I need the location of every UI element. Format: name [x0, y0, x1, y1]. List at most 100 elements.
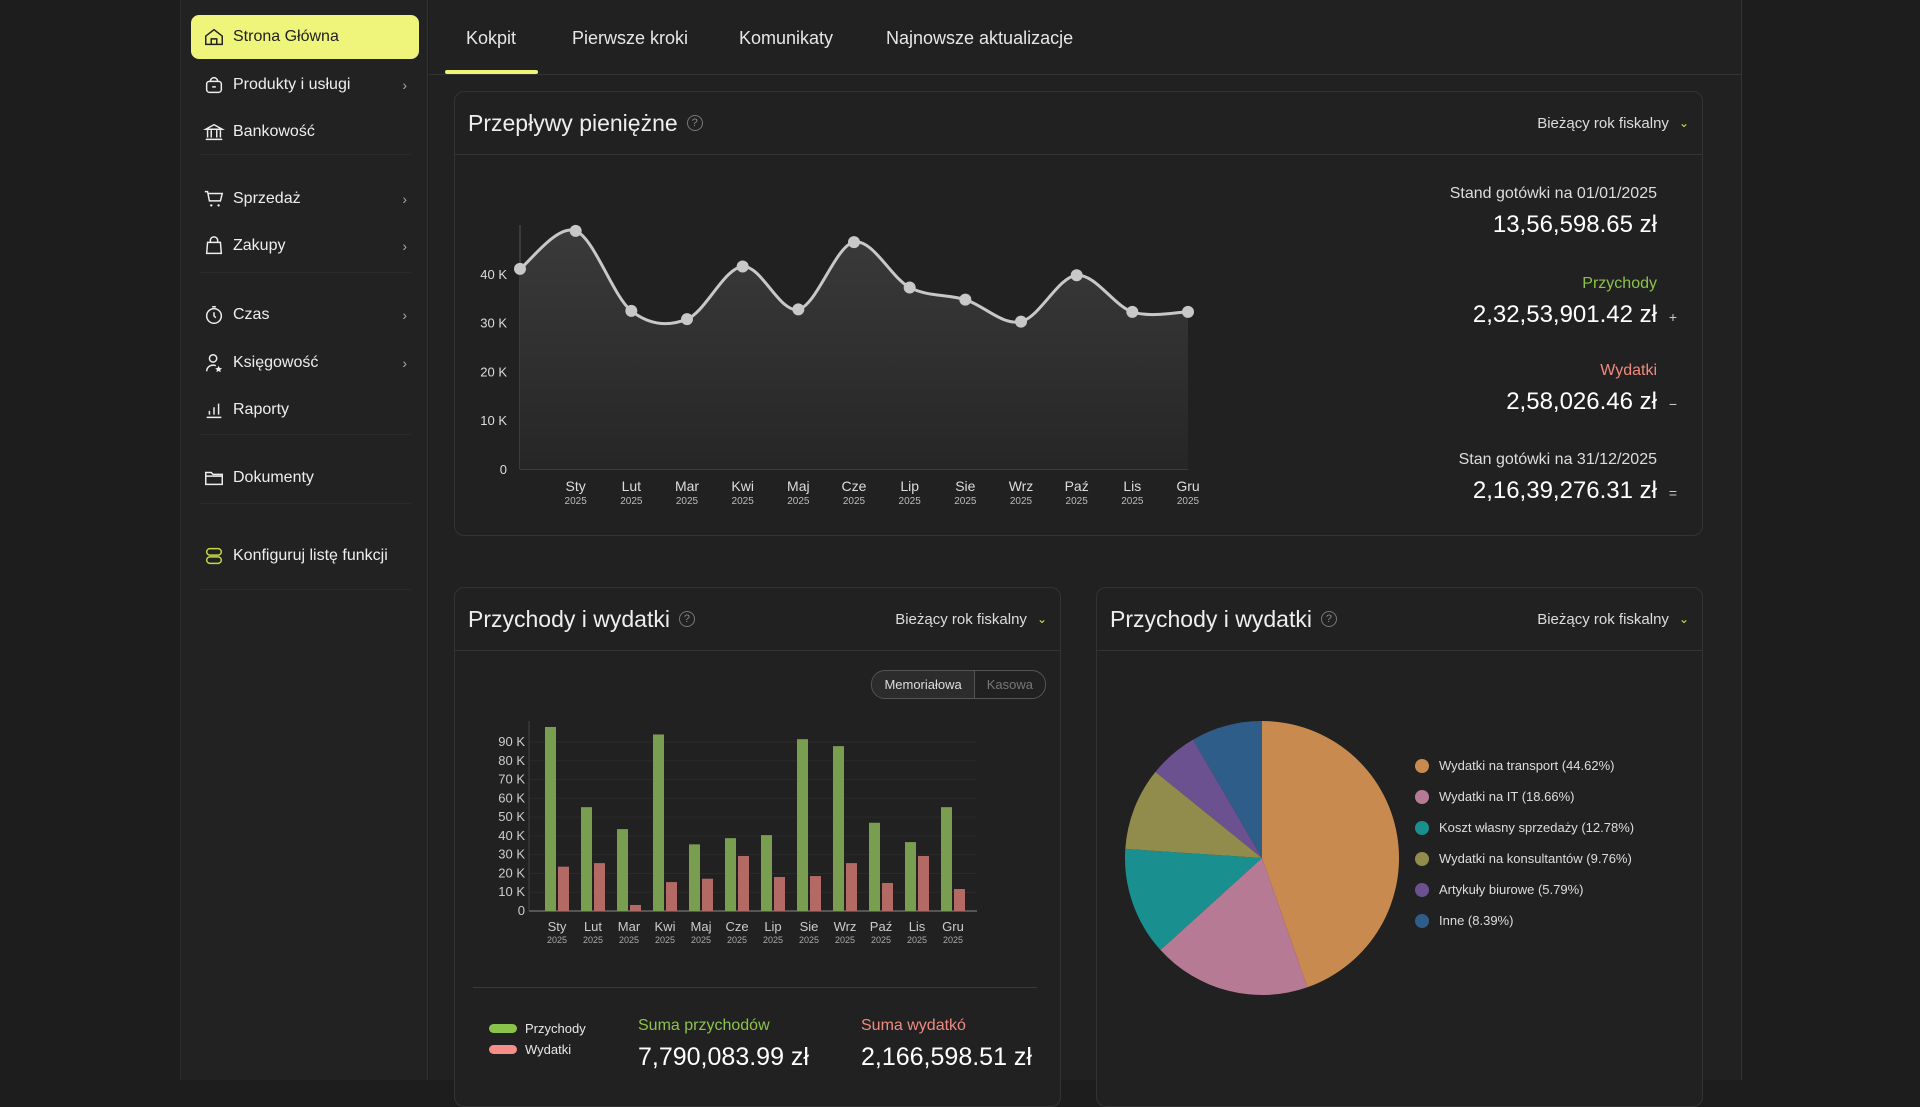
- bar-expense: [882, 883, 893, 911]
- x-tick-label: Paź: [870, 919, 892, 934]
- y-tick-label: 0: [500, 462, 507, 477]
- y-tick-label: 70 K: [498, 772, 525, 787]
- x-tick-label: Paź: [1065, 478, 1089, 494]
- sidebar-item-bank[interactable]: Bankowość: [191, 110, 419, 154]
- y-tick-label: 10 K: [498, 884, 525, 899]
- x-tick-label: Cze: [725, 919, 748, 934]
- data-point: [1126, 305, 1139, 318]
- x-tick-year: 2025: [619, 935, 639, 945]
- chevron-down-icon: ⌄: [1678, 612, 1689, 626]
- tab-kokpit[interactable]: Kokpit: [466, 28, 517, 48]
- tab-najnowsze-aktualizacje[interactable]: Najnowsze aktualizacje: [886, 28, 1074, 48]
- legend-dot: [1415, 789, 1429, 804]
- data-point: [792, 303, 805, 316]
- data-point: [903, 281, 916, 294]
- bar-expense: [774, 877, 785, 911]
- divider: [199, 589, 411, 590]
- x-tick-year: 2025: [732, 496, 755, 507]
- legend-swatch-income: [489, 1024, 517, 1033]
- x-tick-year: 2025: [655, 935, 675, 945]
- legend-dot: [1415, 820, 1429, 835]
- bar-expense: [918, 855, 929, 911]
- pie-slice: [1125, 771, 1262, 858]
- cashflow-line-chart: 0 10 K 20 K 30 K 40 K Sty 2025 Lut 2025 Mar 2025 Kw…: [480, 224, 1200, 507]
- data-point: [848, 236, 860, 249]
- bar-expense: [738, 855, 749, 911]
- sidebar-item-shopping-bag[interactable]: Produkty i usługi ›: [191, 63, 419, 107]
- x-tick-label: Lip: [900, 478, 919, 494]
- x-tick-year: 2025: [899, 496, 922, 507]
- sidebar-item-label: Konfiguruj listę funkcji: [233, 547, 388, 564]
- expense-label: Wydatki: [1600, 362, 1657, 379]
- sum-expense-label: Suma wydatkó: [861, 1017, 966, 1034]
- help-icon[interactable]: ?: [678, 611, 695, 627]
- sidebar-item-label: Czas: [233, 306, 270, 323]
- data-point: [681, 313, 693, 326]
- y-tick-label: 80 K: [498, 753, 525, 768]
- x-tick-year: 2025: [547, 935, 567, 945]
- data-point: [625, 304, 638, 317]
- sidebar-item-cart[interactable]: Sprzedaż ›: [191, 177, 419, 221]
- data-point: [959, 293, 972, 306]
- sidebar-item-configure[interactable]: Konfiguruj listę funkcji: [191, 534, 419, 578]
- period-dropdown[interactable]: Bieżący rok fiskalny ⌄: [1537, 115, 1689, 132]
- income-value: 2,32,53,901.42 zł: [1472, 301, 1657, 328]
- toggle-memorialowa[interactable]: Memoriałowa: [872, 671, 975, 698]
- legend-dot: [1415, 913, 1429, 928]
- legend-label: Inne (8.39%): [1439, 913, 1514, 928]
- bar-expense: [810, 876, 821, 911]
- bar-expense: [630, 904, 641, 911]
- tab-komunikaty[interactable]: Komunikaty: [739, 28, 834, 48]
- period-label: Bieżący rok fiskalny: [1537, 610, 1669, 628]
- pie-slice: [1262, 721, 1399, 988]
- divider: [199, 434, 411, 435]
- legend-item: Wydatki na transport (44.62%): [1415, 758, 1634, 773]
- y-tick-label: 30 K: [498, 847, 525, 862]
- legend-label: Wydatki na IT (18.66%): [1439, 789, 1575, 804]
- y-tick-label: 60 K: [498, 790, 525, 805]
- help-icon[interactable]: ?: [686, 115, 703, 131]
- legend-income: Przychody: [525, 1021, 586, 1036]
- sidebar-item-bag[interactable]: Zakupy ›: [191, 224, 419, 268]
- x-tick-year: 2025: [799, 935, 819, 945]
- legend-label: Wydatki na konsultantów (9.76%): [1439, 851, 1632, 866]
- bank-icon: [203, 123, 225, 141]
- sidebar-item-accountant[interactable]: Księgowość ›: [191, 341, 419, 385]
- bar-income: [941, 807, 952, 911]
- x-tick-year: 2025: [787, 496, 810, 507]
- data-point: [1070, 269, 1083, 282]
- sum-income-value: 7,790,083.99 zł: [638, 1043, 809, 1071]
- bar-expense: [702, 878, 713, 911]
- period-label: Bieżący rok fiskalny: [1537, 114, 1669, 132]
- legend-swatch-expense: [489, 1045, 517, 1054]
- period-dropdown[interactable]: Bieżący rok fiskalny ⌄: [895, 611, 1047, 628]
- help-icon[interactable]: ?: [1320, 611, 1337, 627]
- card-title: Przepływy pieniężne: [468, 109, 678, 136]
- sidebar-item-home[interactable]: Strona Główna: [191, 15, 419, 59]
- bar-expense: [954, 889, 965, 911]
- divider: [199, 503, 411, 504]
- period-dropdown[interactable]: Bieżący rok fiskalny ⌄: [1537, 611, 1689, 628]
- expenses-pie-chart: [1125, 721, 1399, 995]
- pie-slice: [1193, 721, 1262, 858]
- bar-legend: Przychody Wydatki: [489, 1021, 586, 1057]
- sidebar-item-bar-chart[interactable]: Raporty: [191, 388, 419, 432]
- x-tick-year: 2025: [943, 935, 963, 945]
- x-tick-label: Wrz: [1009, 478, 1034, 494]
- tab-pierwsze-kroki[interactable]: Pierwsze kroki: [572, 28, 689, 48]
- toggle-kasowa[interactable]: Kasowa: [986, 677, 1033, 692]
- sidebar-item-stopwatch[interactable]: Czas ›: [191, 293, 419, 337]
- x-tick-label: Sty: [566, 478, 586, 494]
- sidebar-item-label: Dokumenty: [233, 469, 314, 486]
- opening-balance-label: Stand gotówki na 01/01/2025: [1449, 185, 1657, 202]
- pie-slice: [1125, 848, 1262, 951]
- chevron-right-icon: ›: [402, 307, 407, 323]
- legend-expense: Wydatki: [525, 1042, 572, 1057]
- sidebar-item-label: Księgowość: [233, 354, 319, 371]
- legend-dot: [1415, 758, 1429, 773]
- sidebar-item-folder[interactable]: Dokumenty: [191, 456, 419, 500]
- legend-item: Wydatki na konsultantów (9.76%): [1415, 851, 1634, 866]
- divider: [473, 987, 1037, 988]
- x-tick-label: Maj: [691, 919, 712, 934]
- x-tick-year: 2025: [871, 935, 891, 945]
